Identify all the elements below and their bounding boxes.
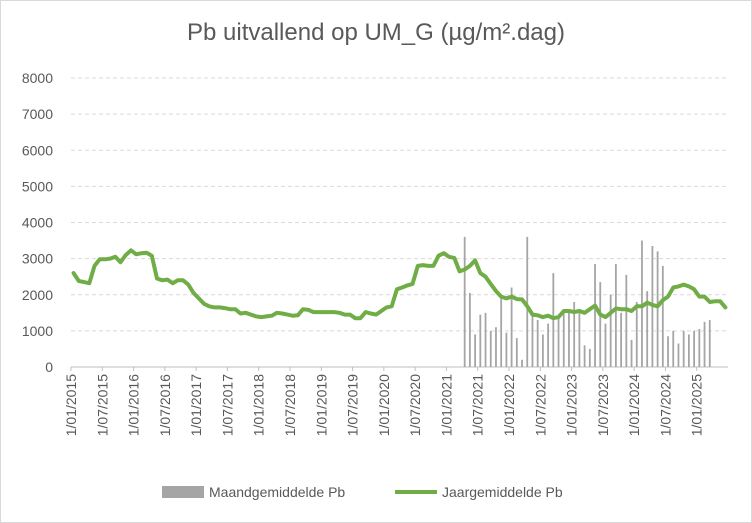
bar — [625, 274, 628, 367]
y-tick-label: 4000 — [22, 215, 53, 231]
x-tick-label: 1/07/2017 — [219, 374, 235, 436]
bar — [557, 316, 560, 367]
y-tick-label: 3000 — [22, 251, 53, 267]
y-tick-label: 5000 — [22, 178, 53, 194]
bar — [562, 309, 565, 367]
bar — [708, 320, 711, 367]
bar — [531, 316, 534, 367]
bar — [526, 236, 529, 367]
bar — [661, 265, 664, 367]
x-tick-label: 1/01/2017 — [188, 374, 204, 436]
bar — [614, 264, 617, 367]
bar — [677, 343, 680, 367]
bar — [505, 332, 508, 367]
y-tick-label: 8000 — [22, 70, 53, 86]
bar — [541, 334, 544, 367]
x-tick-label: 1/07/2023 — [595, 374, 611, 436]
bar — [583, 345, 586, 367]
x-tick-label: 1/01/2025 — [689, 374, 705, 436]
x-tick-label: 1/01/2020 — [376, 374, 392, 436]
y-tick-label: 1000 — [22, 323, 53, 339]
x-tick-label: 1/07/2021 — [470, 374, 486, 436]
x-tick-label: 1/07/2024 — [657, 374, 673, 436]
bar — [547, 323, 550, 367]
x-tick-label: 1/07/2018 — [282, 374, 298, 436]
x-tick-label: 1/07/2016 — [157, 374, 173, 436]
bar — [656, 251, 659, 367]
x-tick-label: 1/01/2022 — [501, 374, 517, 436]
bar — [510, 287, 513, 367]
bar — [463, 236, 466, 367]
bar — [682, 330, 685, 367]
x-tick-label: 1/01/2021 — [438, 374, 454, 436]
y-tick-label: 7000 — [22, 106, 53, 122]
y-tick-label: 6000 — [22, 142, 53, 158]
x-tick-label: 1/01/2018 — [251, 374, 267, 436]
x-tick-label: 1/01/2016 — [126, 374, 142, 436]
bar — [594, 264, 596, 367]
chart-title: Pb uitvallend op UM_G (µg/m².dag) — [187, 19, 565, 46]
x-tick-label: 1/01/2023 — [564, 374, 580, 436]
x-tick-label: 1/01/2024 — [626, 374, 642, 436]
bar — [474, 334, 477, 367]
bar — [687, 334, 690, 367]
legend-bar-swatch — [162, 486, 204, 498]
legend-label: Jaargemiddelde Pb — [442, 484, 563, 500]
y-tick-label: 0 — [45, 359, 53, 375]
x-tick-label: 1/01/2019 — [313, 374, 329, 436]
legend-label: Maandgemiddelde Pb — [209, 484, 345, 500]
bar — [568, 312, 570, 367]
bar — [468, 292, 471, 367]
bar — [588, 348, 591, 367]
series-line — [71, 248, 728, 321]
bar — [479, 314, 482, 367]
x-tick-label: 1/07/2015 — [94, 374, 110, 436]
x-tick-label: 1/07/2019 — [345, 374, 361, 436]
bar — [698, 329, 701, 367]
y-tick-label: 2000 — [22, 287, 53, 303]
bar — [500, 298, 503, 367]
bar — [599, 282, 602, 367]
x-tick-label: 1/07/2020 — [407, 374, 423, 436]
bar — [693, 330, 696, 367]
bar — [609, 294, 612, 367]
bar — [703, 321, 706, 367]
bar — [515, 338, 518, 367]
bar — [667, 336, 669, 367]
x-tick-label: 1/07/2022 — [532, 374, 548, 436]
bar — [604, 323, 607, 367]
bar — [489, 330, 492, 367]
bar — [495, 327, 497, 367]
bar — [641, 240, 643, 367]
bar — [630, 339, 633, 367]
bar — [578, 312, 581, 367]
x-tick-label: 1/01/2015 — [63, 374, 79, 436]
bar — [635, 301, 638, 367]
bar — [672, 330, 675, 367]
bar — [620, 312, 623, 367]
bar — [536, 320, 539, 367]
bar — [521, 359, 523, 367]
bar — [484, 312, 487, 367]
bar — [573, 301, 576, 367]
bar — [646, 291, 649, 367]
